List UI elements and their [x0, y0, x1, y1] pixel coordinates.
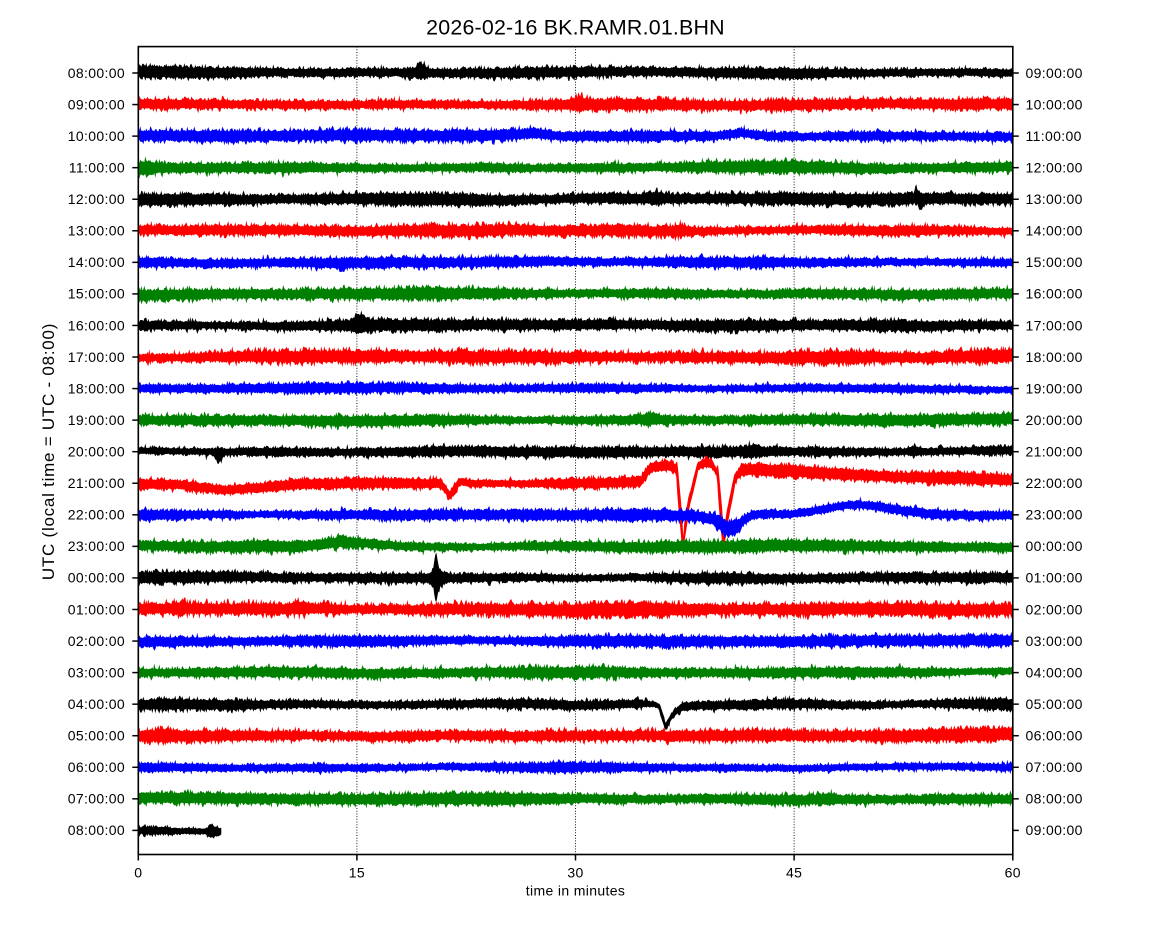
- svg-text:17:00:00: 17:00:00: [1026, 317, 1083, 333]
- svg-text:08:00:00: 08:00:00: [68, 65, 125, 81]
- svg-text:15:00:00: 15:00:00: [68, 286, 125, 302]
- svg-text:12:00:00: 12:00:00: [1026, 160, 1083, 176]
- svg-text:05:00:00: 05:00:00: [68, 728, 125, 744]
- svg-text:16:00:00: 16:00:00: [1026, 286, 1083, 302]
- svg-text:20:00:00: 20:00:00: [68, 444, 125, 460]
- svg-text:00:00:00: 00:00:00: [68, 570, 125, 586]
- svg-text:04:00:00: 04:00:00: [1026, 664, 1083, 680]
- svg-text:02:00:00: 02:00:00: [68, 633, 125, 649]
- svg-text:23:00:00: 23:00:00: [1026, 507, 1083, 523]
- svg-text:0: 0: [134, 865, 142, 881]
- svg-text:08:00:00: 08:00:00: [68, 822, 125, 838]
- svg-text:14:00:00: 14:00:00: [1026, 223, 1083, 239]
- svg-text:15:00:00: 15:00:00: [1026, 254, 1083, 270]
- svg-text:03:00:00: 03:00:00: [1026, 633, 1083, 649]
- svg-text:time in minutes: time in minutes: [526, 883, 625, 899]
- svg-text:09:00:00: 09:00:00: [1026, 65, 1083, 81]
- svg-text:00:00:00: 00:00:00: [1026, 538, 1083, 554]
- svg-text:2026-02-16 BK.RAMR.01.BHN: 2026-02-16 BK.RAMR.01.BHN: [426, 16, 725, 40]
- svg-text:11:00:00: 11:00:00: [69, 160, 125, 176]
- svg-text:21:00:00: 21:00:00: [1026, 444, 1083, 460]
- svg-text:19:00:00: 19:00:00: [68, 412, 125, 428]
- svg-text:04:00:00: 04:00:00: [68, 696, 125, 712]
- svg-text:03:00:00: 03:00:00: [68, 664, 125, 680]
- svg-text:UTC (local time = UTC - 08:00): UTC (local time = UTC - 08:00): [39, 323, 58, 580]
- svg-text:21:00:00: 21:00:00: [68, 475, 125, 491]
- svg-text:22:00:00: 22:00:00: [68, 507, 125, 523]
- svg-text:20:00:00: 20:00:00: [1026, 412, 1083, 428]
- svg-text:10:00:00: 10:00:00: [1026, 96, 1083, 112]
- svg-text:10:00:00: 10:00:00: [68, 128, 125, 144]
- svg-text:06:00:00: 06:00:00: [1026, 728, 1083, 744]
- svg-text:02:00:00: 02:00:00: [1026, 601, 1083, 617]
- svg-text:45: 45: [786, 865, 802, 881]
- svg-text:07:00:00: 07:00:00: [1026, 759, 1083, 775]
- svg-text:15: 15: [349, 865, 365, 881]
- svg-text:09:00:00: 09:00:00: [1026, 822, 1083, 838]
- svg-text:60: 60: [1005, 865, 1021, 881]
- svg-text:22:00:00: 22:00:00: [1026, 475, 1083, 491]
- svg-text:05:00:00: 05:00:00: [1026, 696, 1083, 712]
- svg-text:23:00:00: 23:00:00: [68, 538, 125, 554]
- svg-text:17:00:00: 17:00:00: [68, 349, 125, 365]
- svg-text:01:00:00: 01:00:00: [1026, 570, 1083, 586]
- svg-text:18:00:00: 18:00:00: [1026, 349, 1083, 365]
- svg-text:06:00:00: 06:00:00: [68, 759, 125, 775]
- svg-text:30: 30: [567, 865, 583, 881]
- svg-text:16:00:00: 16:00:00: [68, 317, 125, 333]
- svg-text:09:00:00: 09:00:00: [68, 96, 125, 112]
- svg-text:18:00:00: 18:00:00: [68, 380, 125, 396]
- svg-text:01:00:00: 01:00:00: [68, 601, 125, 617]
- svg-text:14:00:00: 14:00:00: [68, 254, 125, 270]
- svg-text:12:00:00: 12:00:00: [68, 191, 125, 207]
- svg-text:11:00:00: 11:00:00: [1026, 128, 1082, 144]
- svg-text:13:00:00: 13:00:00: [1026, 191, 1083, 207]
- svg-text:19:00:00: 19:00:00: [1026, 380, 1083, 396]
- svg-text:13:00:00: 13:00:00: [68, 223, 125, 239]
- svg-text:07:00:00: 07:00:00: [68, 791, 125, 807]
- svg-text:08:00:00: 08:00:00: [1026, 791, 1083, 807]
